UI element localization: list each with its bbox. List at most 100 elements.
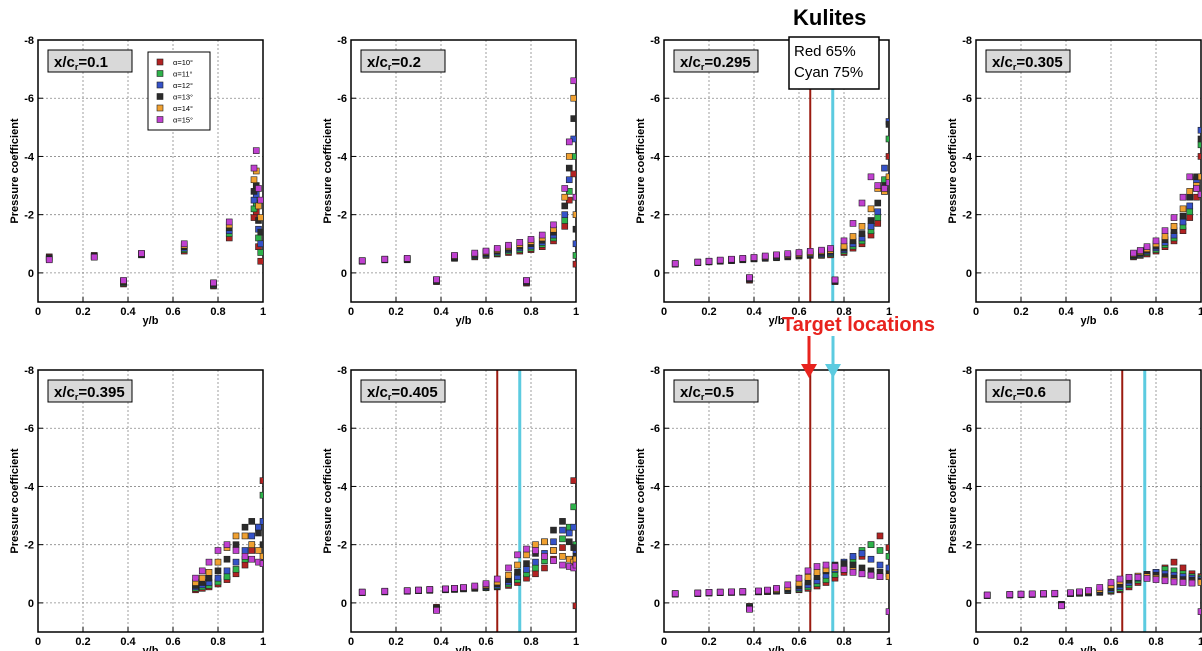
y-tick-label: -2	[962, 540, 972, 552]
data-point	[572, 602, 576, 610]
data-point	[874, 214, 882, 221]
x-tick-label: 0.2	[701, 306, 716, 318]
data-point	[559, 526, 566, 534]
data-point	[1186, 208, 1194, 216]
x-tick-label: 0.2	[388, 636, 403, 648]
x-tick-label: 0	[348, 636, 354, 648]
y-tick-label: -2	[24, 210, 34, 222]
data-point	[849, 569, 857, 576]
data-point	[426, 586, 434, 593]
data-point	[885, 553, 889, 560]
y-tick-label: -4	[650, 481, 661, 493]
y-tick-label: -6	[650, 93, 660, 105]
x-axis-label: y/b	[456, 645, 472, 651]
data-point	[451, 585, 458, 592]
data-point	[1179, 564, 1187, 572]
y-tick-label: -2	[337, 540, 347, 552]
data-point	[561, 211, 569, 218]
data-point	[1161, 577, 1169, 585]
data-point	[694, 258, 702, 266]
data-point	[561, 202, 569, 210]
data-point	[255, 185, 262, 192]
y-tick-label: 0	[654, 598, 660, 610]
data-point	[876, 573, 884, 580]
y-tick-label: -2	[962, 210, 972, 222]
data-point	[559, 544, 566, 551]
data-point	[858, 199, 866, 207]
legend-label: α=10°	[173, 58, 193, 67]
y-tick-label: -8	[962, 365, 972, 377]
data-point	[705, 257, 713, 265]
data-point	[550, 547, 557, 554]
data-point	[138, 250, 145, 257]
data-point	[671, 590, 679, 597]
panel-title-box	[673, 49, 759, 73]
data-point	[885, 135, 889, 143]
panel-title-box	[673, 379, 759, 403]
data-point	[255, 523, 262, 531]
data-point	[259, 477, 263, 484]
data-point	[550, 557, 557, 564]
data-point	[885, 573, 889, 580]
data-point	[523, 566, 530, 573]
data-point	[840, 237, 848, 245]
data-points	[192, 477, 263, 594]
data-point	[561, 185, 569, 192]
data-point	[858, 550, 866, 557]
data-point	[257, 240, 263, 248]
data-point	[822, 561, 830, 569]
panel-title-box	[47, 379, 133, 403]
target-locations-label: Target locations	[782, 314, 935, 336]
panels-group: 0 0.2 0.4 0.6 0.8 1 -8 -6 -4 -2 0 y/b Pressure coeff…	[9, 35, 1202, 651]
data-point	[232, 558, 240, 566]
data-point	[248, 532, 256, 540]
data-point	[471, 249, 479, 257]
data-point	[223, 555, 231, 563]
data-point	[358, 257, 366, 264]
data-point	[1143, 575, 1151, 582]
plot-frame	[663, 39, 890, 303]
data-point	[255, 529, 262, 537]
data-point	[818, 246, 825, 254]
panel-title: x/cr=0.5	[680, 384, 734, 402]
data-point	[248, 541, 256, 548]
y-tick-label: -8	[650, 35, 660, 47]
data-point	[1197, 141, 1201, 149]
data-point	[885, 608, 889, 615]
x-tick-label: 1	[886, 636, 892, 648]
data-point	[572, 561, 576, 569]
legend-swatch	[156, 58, 164, 66]
data-point	[1085, 587, 1092, 594]
y-tick-label: -6	[24, 423, 34, 435]
data-point	[257, 228, 263, 236]
data-point	[1116, 575, 1124, 583]
data-point	[1076, 588, 1083, 596]
data-point	[885, 153, 889, 160]
data-point	[248, 547, 256, 554]
data-point	[257, 214, 263, 221]
y-tick-label: -2	[337, 210, 347, 222]
data-point	[773, 585, 780, 592]
y-tick-label: -6	[337, 93, 347, 105]
data-point	[1197, 126, 1201, 134]
x-axis-label: y/b	[143, 315, 159, 327]
x-tick-label: 0	[35, 636, 41, 648]
data-point	[876, 561, 884, 569]
data-point	[572, 225, 576, 233]
data-point	[885, 564, 889, 572]
data-point	[214, 547, 222, 554]
x-tick-label: 0	[661, 636, 667, 648]
x-tick-label: 0.4	[120, 636, 136, 648]
data-point	[1179, 212, 1187, 220]
x-tick-label: 0.8	[836, 306, 851, 318]
data-point	[550, 526, 557, 534]
data-point	[1186, 188, 1194, 195]
y-tick-label: -4	[962, 481, 973, 493]
data-point	[858, 570, 866, 578]
data-point	[705, 589, 713, 596]
plot-frame	[37, 39, 264, 303]
chart-panel-7: 0 0.2 0.4 0.6 0.8 1 -8 -6 -4 -2 0 y/b Pressure coeff…	[635, 365, 892, 651]
data-points	[983, 558, 1201, 615]
y-tick-label: 0	[28, 268, 34, 280]
data-point	[532, 570, 539, 578]
